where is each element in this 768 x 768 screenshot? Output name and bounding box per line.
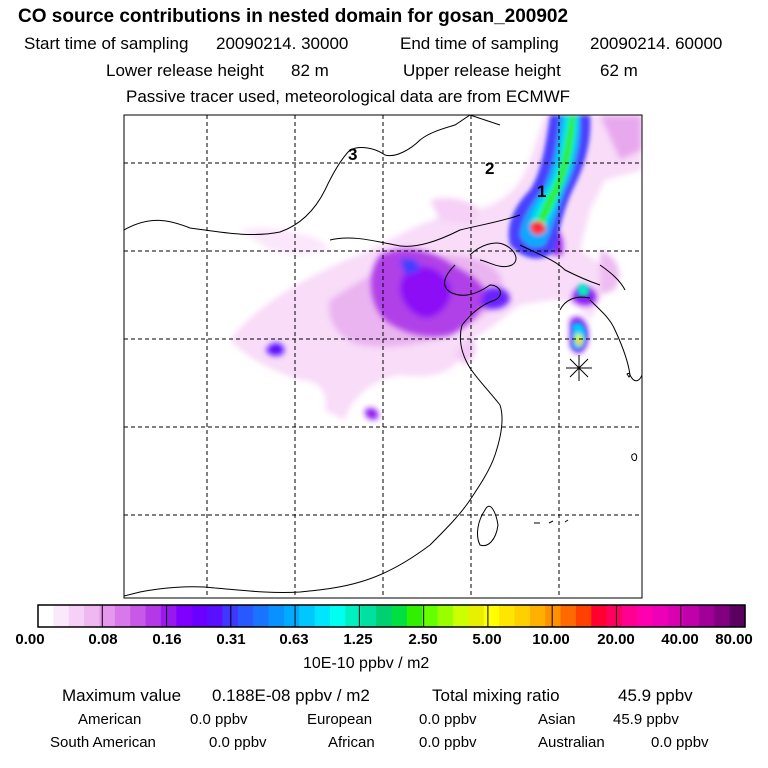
colorbar-tick: 20.00 — [597, 631, 635, 648]
colorbar-segment — [84, 605, 101, 627]
colorbar-tick: 80.00 — [715, 631, 753, 648]
total-mixing-value: 45.9 ppbv — [618, 686, 693, 705]
colorbar-segment — [330, 605, 346, 627]
colorbar-tick: 0.31 — [216, 631, 246, 648]
colorbar-tick: 5.00 — [472, 631, 502, 648]
colorbar-segment — [698, 605, 715, 627]
concentration-plume — [230, 115, 642, 420]
colorbar-segment — [360, 605, 377, 627]
colorbar-tick: 0.16 — [152, 631, 182, 648]
contour-label-3: 3 — [348, 145, 357, 164]
tracer-note: Passive tracer used, meteorological data… — [126, 87, 571, 106]
colorbar-segment — [499, 605, 516, 627]
region-name-asian: Asian — [538, 711, 576, 728]
page-title: CO source contributions in nested domain… — [18, 6, 569, 27]
lower-release-label: Lower release height — [106, 61, 264, 80]
start-time-label: Start time of sampling — [24, 34, 189, 53]
region-value-australian: 0.0 ppbv — [651, 734, 709, 751]
colorbar-segment — [468, 605, 485, 627]
colorbar-segment — [591, 605, 608, 627]
colorbar-segment — [253, 605, 270, 627]
colorbar-segment — [714, 605, 731, 627]
coastline — [124, 115, 642, 597]
colorbar — [38, 605, 746, 627]
contour-label-2: 2 — [485, 159, 494, 178]
colorbar-tick: 1.25 — [343, 631, 373, 648]
colorbar-segment — [560, 605, 577, 627]
colorbar-segment — [606, 605, 623, 627]
colorbar-segment — [53, 605, 70, 627]
colorbar-segment — [237, 605, 254, 627]
colorbar-segment — [130, 605, 147, 627]
colorbar-tick: 10.00 — [532, 631, 570, 648]
end-time-label: End time of sampling — [400, 34, 559, 53]
region-value-african: 0.0 ppbv — [419, 734, 477, 751]
colorbar-segment — [299, 605, 316, 627]
map-frame — [123, 114, 643, 599]
colorbar-tick: 0.00 — [15, 631, 45, 648]
colorbar-segment — [529, 605, 546, 627]
grid-lines — [124, 115, 642, 598]
colorbar-segment — [668, 605, 685, 627]
colorbar-segment — [483, 605, 500, 627]
start-time-value: 20090214. 30000 — [216, 34, 349, 53]
asterisk-icon — [566, 355, 592, 381]
colorbar-segment — [191, 605, 208, 627]
colorbar-segment — [452, 605, 469, 627]
colorbar-segment — [345, 605, 362, 627]
colorbar-segment — [437, 605, 454, 627]
region-name-american: American — [78, 711, 142, 728]
colorbar-segment — [622, 605, 639, 627]
max-value-label: Maximum value — [62, 686, 182, 705]
colorbar-segment — [268, 605, 285, 627]
upper-release-value: 62 m — [600, 61, 638, 80]
colorbar-segment — [422, 605, 439, 627]
colorbar-segment — [652, 605, 669, 627]
region-value-south-american: 0.0 ppbv — [209, 734, 267, 751]
colorbar-tick: 0.08 — [88, 631, 118, 648]
colorbar-segment — [99, 605, 116, 627]
colorbar-segment — [683, 605, 700, 627]
colorbar-tick: 0.63 — [279, 631, 309, 648]
region-value-european: 0.0 ppbv — [419, 711, 477, 728]
colorbar-unit: 10E-10 ppbv / m2 — [303, 655, 430, 672]
colorbar-segment — [637, 605, 654, 627]
colorbar-segment — [406, 605, 423, 627]
colorbar-tick: 2.50 — [408, 631, 438, 648]
colorbar-tick: 40.00 — [661, 631, 699, 648]
region-value-asian: 45.9 ppbv — [613, 711, 679, 728]
colorbar-frame — [37, 604, 746, 628]
lower-release-value: 82 m — [291, 61, 329, 80]
colorbar-segment — [391, 605, 408, 627]
colorbar-segment — [176, 605, 193, 627]
colorbar-segment — [160, 605, 177, 627]
colorbar-segment — [514, 605, 531, 627]
colorbar-segment — [283, 605, 300, 627]
region-value-american: 0.0 ppbv — [190, 711, 248, 728]
upper-release-label: Upper release height — [403, 61, 561, 80]
colorbar-segment — [207, 605, 224, 627]
region-name-african: African — [328, 734, 375, 751]
colorbar-segment — [68, 605, 85, 627]
colorbar-segment — [729, 605, 746, 627]
end-time-value: 20090214. 60000 — [590, 34, 723, 53]
colorbar-segment — [38, 605, 54, 627]
contour-label-1: 1 — [537, 182, 546, 201]
region-name-australian: Australian — [538, 734, 605, 751]
total-mixing-label: Total mixing ratio — [432, 686, 560, 705]
colorbar-segment — [376, 605, 393, 627]
max-value: 0.188E-08 ppbv / m2 — [212, 686, 370, 705]
colorbar-segment — [575, 605, 592, 627]
colorbar-segment — [145, 605, 162, 627]
colorbar-segment — [545, 605, 562, 627]
region-name-european: European — [307, 711, 373, 728]
region-name-south-american: South American — [50, 734, 156, 751]
colorbar-segment — [114, 605, 131, 627]
colorbar-segment — [314, 605, 331, 627]
